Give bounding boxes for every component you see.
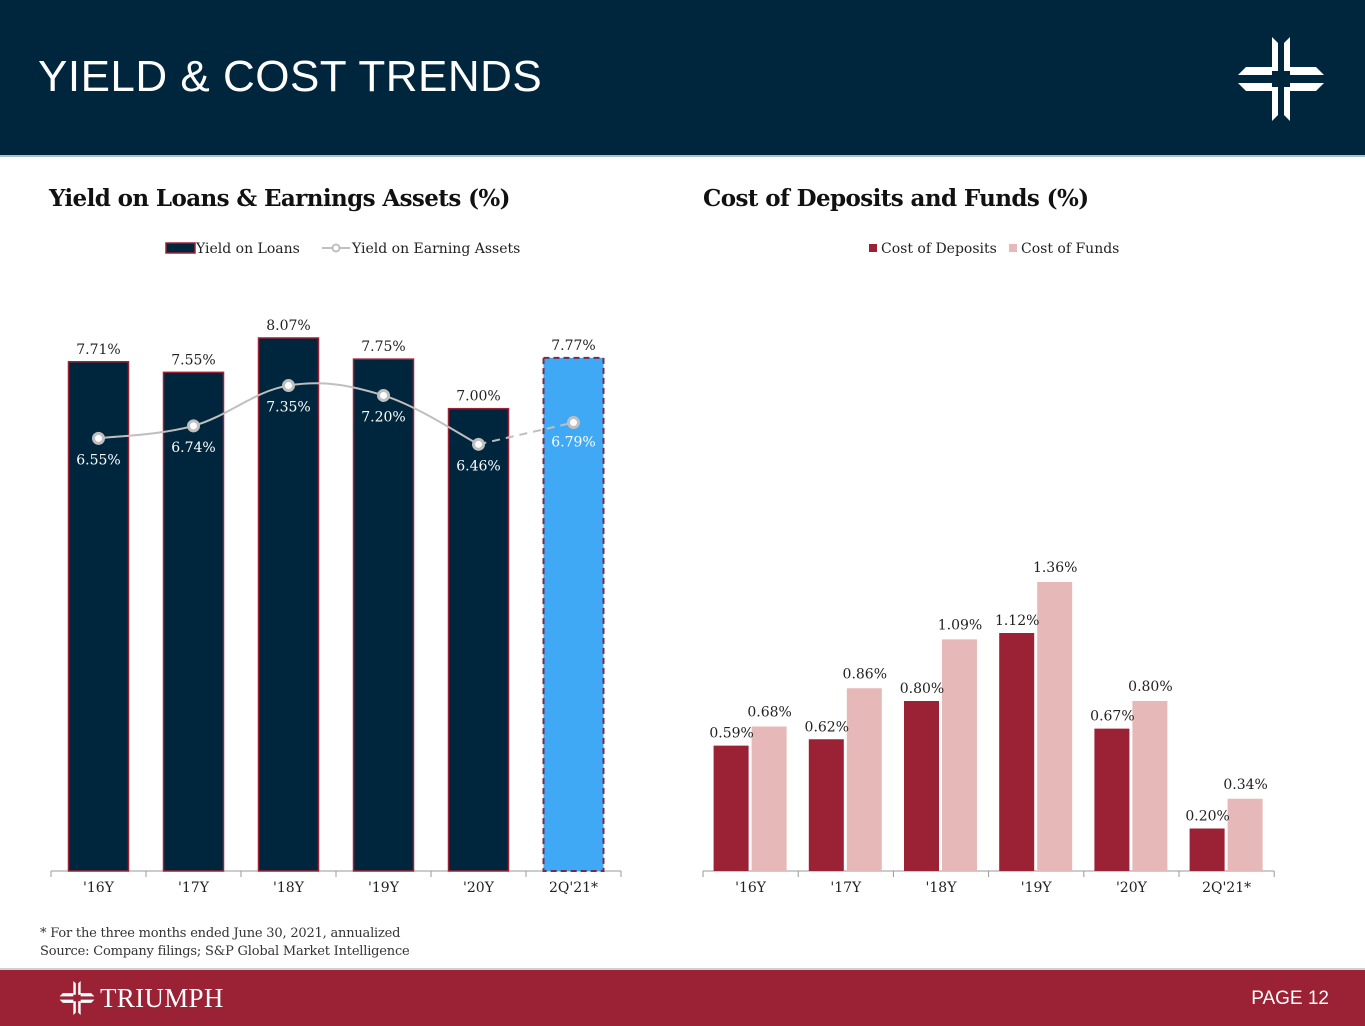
legend-cost: Cost of Deposits Cost of Funds [869, 241, 1119, 257]
data-label-cost-of-deposits: 0.20% [1185, 809, 1229, 825]
x-tick-label: '19Y [1021, 880, 1053, 896]
bar-yield-on-loans [352, 358, 415, 872]
data-label-yield-on-earning-assets: 7.20% [361, 409, 405, 425]
x-tick-label: '18Y [926, 880, 958, 896]
data-label-yield-on-loans: 7.77% [551, 338, 595, 354]
bar-cost-of-funds [1227, 798, 1263, 871]
data-label-yield-on-loans: 8.07% [266, 318, 310, 334]
x-tick-label: '17Y [830, 880, 862, 896]
data-label-yield-on-loans: 7.55% [171, 352, 215, 368]
bar-yield-on-loans [162, 371, 225, 872]
legend-label-cost-of-funds: Cost of Funds [1021, 241, 1119, 257]
bar-cost-of-deposits [904, 701, 939, 871]
triumph-cross-icon [1238, 37, 1324, 121]
data-label-cost-of-funds: 1.36% [1033, 560, 1077, 576]
data-label-cost-of-funds: 0.68% [747, 705, 791, 721]
legend-label-yield-on-loans: Yield on Loans [195, 241, 300, 257]
data-label-yield-on-earning-assets: 6.74% [171, 440, 215, 456]
bar-yield-on-loans [67, 361, 130, 872]
bar-cost-of-deposits [808, 739, 844, 871]
data-label-yield-on-earning-assets: 6.46% [456, 458, 500, 474]
x-tick-label: '16Y [83, 880, 115, 896]
x-tick-label: '17Y [178, 880, 210, 896]
x-tick-label: 2Q'21* [549, 880, 598, 896]
line-yield-on-earning-assets-projected [478, 421, 574, 446]
footnote-source: Source: Company filings; S&P Global Mark… [40, 944, 410, 959]
point-yield-on-earning-assets [567, 416, 580, 430]
cost-chart: 0.59% 0.68% '16Y 0.62% 0.86% '17Y 0.80% 1.09% '1… [702, 560, 1275, 896]
bar-yield-on-loans [257, 337, 320, 872]
legend-label-yield-on-earning-assets: Yield on Earning Assets [351, 241, 520, 257]
data-label-cost-of-funds: 0.86% [843, 666, 887, 682]
data-label-yield-on-earning-assets: 6.79% [551, 435, 595, 451]
bar-cost-of-funds [846, 688, 882, 871]
data-label-yield-on-earning-assets: 6.55% [76, 452, 120, 468]
point-yield-on-earning-assets [187, 419, 200, 433]
footnote-annualized: * For the three months ended June 30, 20… [40, 926, 401, 941]
x-tick-label: '18Y [273, 880, 305, 896]
legend-marker-icon [331, 243, 341, 253]
bar-yield-on-loans [542, 356, 605, 872]
yield-chart: 7.71% '16Y 7.55% '17Y 8.07% '18Y 7.75% '19Y 7.00… [50, 318, 622, 896]
legend-swatch-cost-of-funds [1009, 244, 1017, 252]
bar-cost-of-deposits [999, 633, 1035, 871]
x-tick-label: 2Q'21* [1202, 880, 1251, 896]
triumph-cross-icon [59, 981, 95, 1015]
bar-cost-of-funds [942, 639, 977, 871]
data-label-yield-on-loans: 7.00% [456, 389, 500, 405]
legend-swatch-cost-of-deposits [869, 244, 877, 252]
data-label-yield-on-loans: 7.75% [361, 339, 405, 355]
page-title: YIELD & COST TRENDS [38, 52, 543, 101]
point-yield-on-earning-assets [92, 431, 105, 445]
x-tick-label: '20Y [1116, 880, 1148, 896]
data-label-cost-of-deposits: 0.62% [805, 719, 849, 735]
bar-cost-of-deposits [1094, 728, 1130, 871]
bar-cost-of-deposits [713, 745, 749, 871]
data-label-cost-of-deposits: 0.59% [709, 726, 753, 742]
legend-swatch-yield-on-loans [165, 242, 196, 254]
header-bar: YIELD & COST TRENDS [0, 0, 1365, 157]
data-label-cost-of-funds: 1.09% [938, 617, 982, 633]
x-tick-label: '19Y [368, 880, 400, 896]
bar-yield-on-loans [447, 407, 510, 872]
legend-yield: Yield on Loans Yield on Earning Assets [165, 241, 520, 257]
page-number: PAGE 12 [1251, 988, 1329, 1009]
footer-logo: TRIUMPH [58, 981, 224, 1015]
bar-cost-of-funds [751, 726, 787, 871]
chart-title-yield: Yield on Loans & Earnings Assets (%) [49, 185, 511, 212]
data-label-cost-of-funds: 0.34% [1223, 777, 1267, 793]
footer-bar: TRIUMPH PAGE 12 [0, 968, 1365, 1026]
data-label-cost-of-funds: 0.80% [1128, 679, 1172, 695]
point-yield-on-earning-assets [472, 437, 485, 451]
footer-brand-name: TRIUMPH [100, 982, 224, 1013]
bar-cost-of-deposits [1189, 828, 1225, 871]
data-label-yield-on-earning-assets: 7.35% [266, 400, 310, 416]
point-yield-on-earning-assets [377, 388, 390, 402]
bar-cost-of-funds [1037, 582, 1073, 871]
point-yield-on-earning-assets [282, 379, 295, 393]
charts-canvas: Yield on Loans Yield on Earning Assets C… [50, 241, 1275, 896]
data-label-yield-on-loans: 7.71% [76, 342, 120, 358]
data-label-cost-of-deposits: 1.12% [995, 613, 1039, 629]
data-label-cost-of-deposits: 0.67% [1090, 709, 1134, 725]
legend-label-cost-of-deposits: Cost of Deposits [881, 241, 997, 257]
bar-cost-of-funds [1132, 701, 1168, 871]
data-label-cost-of-deposits: 0.80% [900, 681, 944, 697]
x-tick-label: '16Y [735, 880, 767, 896]
chart-title-cost: Cost of Deposits and Funds (%) [703, 185, 1089, 212]
x-tick-label: '20Y [463, 880, 495, 896]
